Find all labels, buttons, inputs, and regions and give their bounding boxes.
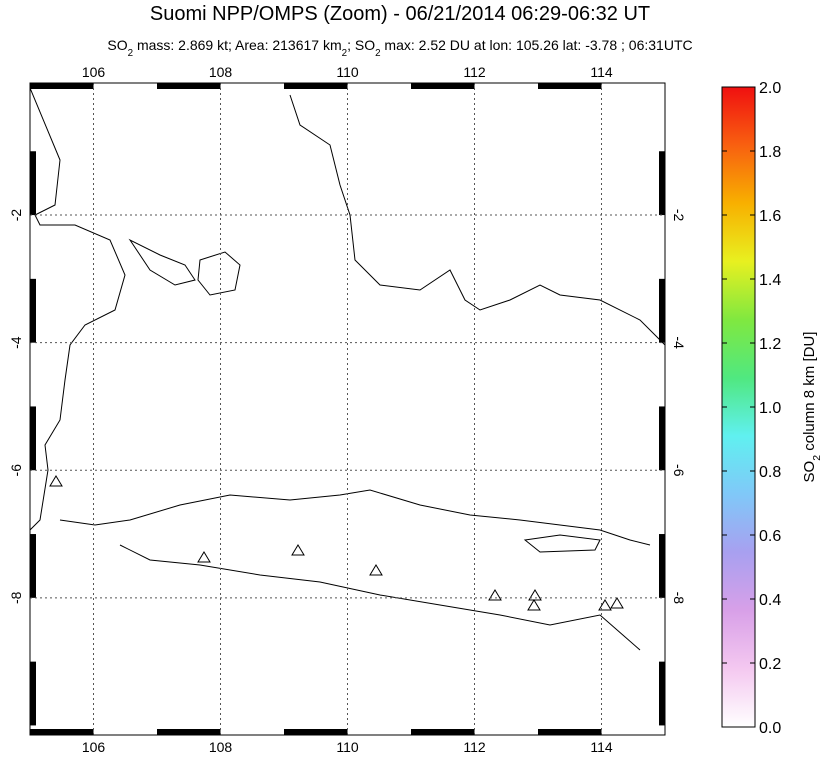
x-tick-label: 112 (463, 64, 486, 80)
coastline-borneo (289, 94, 665, 346)
x-tick-label: 108 (209, 739, 233, 755)
colorbar-tick-label: 2.0 (759, 80, 781, 97)
border-segment (30, 83, 94, 89)
colorbar-tick-label: 1.8 (759, 144, 781, 161)
coastline-sumatra (30, 87, 126, 531)
coastline-bangka (128, 238, 196, 286)
subscript: 2 (342, 48, 347, 59)
colorbar-tick-label: 1.6 (759, 208, 781, 225)
text-part: max: 2.52 DU at lon: 105.26 lat: -3.78 ;… (381, 37, 693, 53)
border-segment (157, 729, 221, 735)
colorbar-tick-label: 1.2 (759, 336, 781, 353)
text-part: ; SO (347, 37, 375, 53)
y-tick-label: -8 (671, 592, 687, 605)
map-frame (29, 82, 666, 736)
volcano-markers (49, 475, 624, 611)
border-segment (30, 151, 36, 216)
border-segment (538, 729, 602, 735)
border-segment (30, 534, 36, 598)
axes: 106 106 108 108 110 110 112 112 114 114 -2 -2 -4 -4 -6… (8, 64, 687, 755)
y-tick-label: -6 (671, 464, 687, 477)
colorbar (721, 86, 756, 728)
border-segment (411, 729, 475, 735)
coastline-java-north (59, 489, 651, 546)
border-segment (30, 406, 36, 471)
colorbar-tick-label: 0.8 (759, 464, 781, 481)
coastline-madura (523, 534, 601, 553)
subscript: 2 (128, 48, 133, 59)
x-tick-label: 110 (336, 739, 359, 755)
subscript: 2 (811, 455, 823, 461)
x-tick-label: 110 (336, 64, 359, 80)
border-segment (538, 83, 602, 89)
coastline-java-south (119, 544, 641, 651)
y-tick-label: -4 (8, 336, 24, 349)
y-tick-label: -2 (671, 209, 687, 222)
border-segment (157, 83, 221, 89)
y-tick-label: -4 (671, 336, 687, 349)
coastline-belitung (197, 251, 241, 296)
y-tick-label: -8 (8, 591, 24, 604)
y-tick-label: -2 (8, 209, 24, 222)
subscript: 2 (375, 48, 380, 59)
border-segment (411, 83, 475, 89)
y-tick-label: -6 (8, 464, 24, 477)
border-segment (30, 729, 94, 735)
x-tick-label: 108 (209, 64, 233, 80)
colorbar-label: SO2 column 8 km [DU] (801, 332, 823, 483)
text-part: SO (107, 37, 127, 53)
x-tick-label: 114 (590, 64, 613, 80)
colorbar-tick-label: 0.2 (759, 656, 781, 673)
text-part: column 8 km [DU] (801, 332, 818, 455)
border-segment (659, 278, 665, 343)
x-tick-label: 106 (82, 64, 106, 80)
border-segment (659, 534, 665, 598)
text-part: mass: 2.869 kt; Area: 213617 km (133, 37, 342, 53)
border-segment (659, 406, 665, 471)
chart-title: Suomi NPP/OMPS (Zoom) - 06/21/2014 06:29… (150, 3, 650, 25)
colorbar-tick-label: 0.6 (759, 528, 781, 545)
border-segment (30, 278, 36, 343)
colorbar-tick-label: 0.0 (759, 720, 781, 737)
subtitle: SO2 mass: 2.869 kt; Area: 213617 km2; SO… (107, 37, 692, 59)
border-segment (284, 83, 348, 89)
x-tick-label: 106 (82, 739, 106, 755)
colorbar-tick-label: 0.4 (759, 592, 781, 609)
border-segment (284, 729, 348, 735)
text-part: SO (801, 461, 818, 483)
border-segment (659, 151, 665, 216)
border-segment (30, 661, 36, 726)
x-tick-label: 112 (463, 739, 486, 755)
colorbar-tick-label: 1.4 (759, 272, 781, 289)
colorbar-tick-label: 1.0 (759, 400, 781, 417)
border-segment (659, 661, 665, 726)
x-tick-label: 114 (590, 739, 613, 755)
